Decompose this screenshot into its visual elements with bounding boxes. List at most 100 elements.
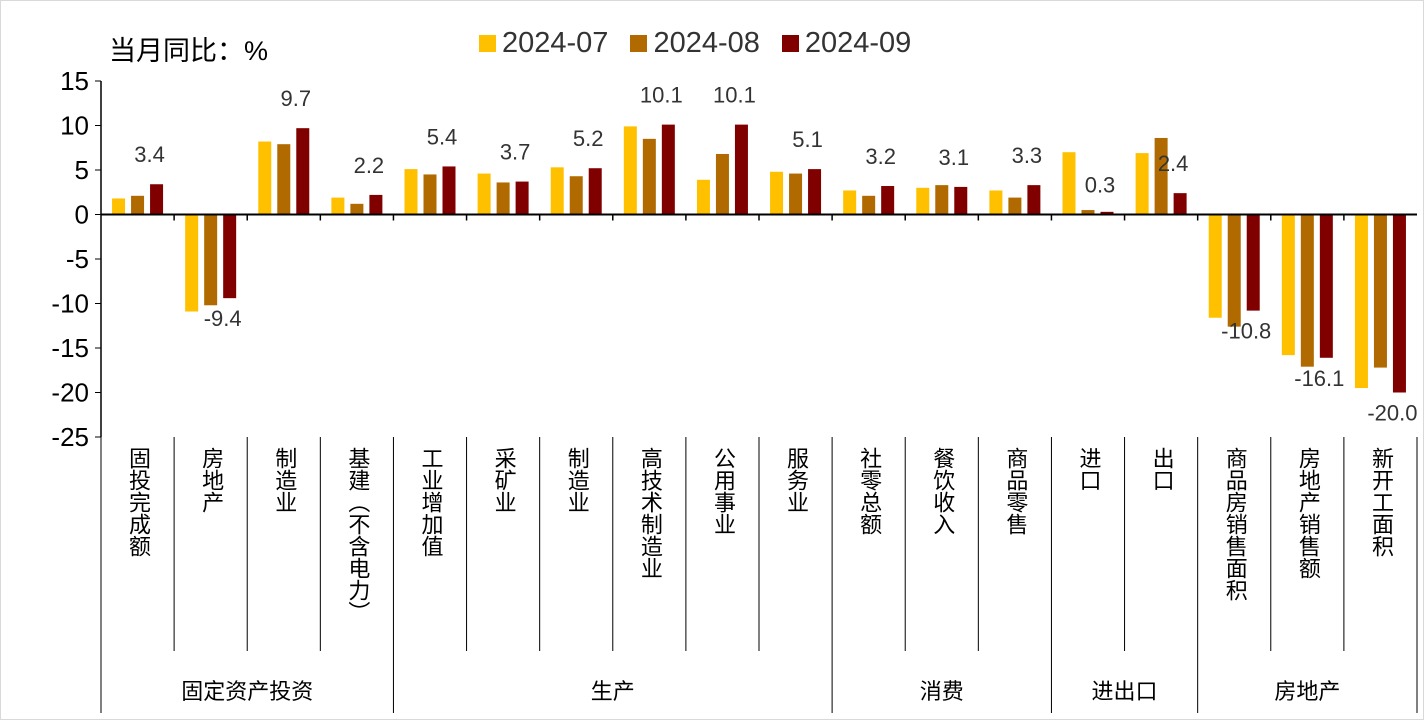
data-label: 10.1 bbox=[713, 83, 756, 108]
bar-2024-09-制造业 bbox=[296, 128, 310, 215]
category-label: 进口 bbox=[1076, 447, 1102, 491]
bar-2024-08-进口 bbox=[1081, 210, 1095, 215]
bar-2024-07-工业增加值 bbox=[404, 169, 418, 215]
bar-2024-09-进口 bbox=[1100, 211, 1114, 215]
bar-2024-07-社零总额 bbox=[843, 190, 857, 215]
data-label: 5.2 bbox=[573, 126, 604, 151]
category-label: 商品零售 bbox=[1002, 447, 1028, 535]
data-label: 3.2 bbox=[865, 144, 896, 169]
group-label: 进出口 bbox=[1092, 680, 1158, 705]
bar-2024-09-新开工面积 bbox=[1392, 214, 1406, 393]
bar-2024-09-服务业 bbox=[808, 169, 822, 215]
bar-2024-09-房地产销售额 bbox=[1319, 214, 1333, 358]
data-label: 2.2 bbox=[354, 153, 385, 178]
bar-2024-07-服务业 bbox=[770, 171, 784, 215]
bar-2024-08-商品零售 bbox=[1008, 197, 1022, 215]
bar-2024-09-社零总额 bbox=[881, 186, 895, 215]
category-label: 服务业 bbox=[783, 447, 809, 513]
legend-label: 2024-07 bbox=[502, 27, 609, 59]
data-label: 3.1 bbox=[938, 145, 969, 170]
y-tick-label: -15 bbox=[51, 333, 89, 363]
bar-2024-08-出口 bbox=[1154, 137, 1168, 215]
legend-swatch bbox=[781, 35, 799, 52]
bar-2024-08-社零总额 bbox=[862, 195, 876, 215]
y-tick-label: 15 bbox=[60, 66, 89, 96]
bar-2024-08-房地产 bbox=[204, 214, 218, 306]
bar-2024-07-制造业 bbox=[258, 141, 272, 215]
bar-2024-07-基建（不含电力） bbox=[331, 197, 345, 215]
data-label: 3.3 bbox=[1012, 143, 1043, 168]
category-label: 基建（不含电力） bbox=[344, 447, 370, 623]
bar-2024-07-出口 bbox=[1135, 153, 1149, 215]
category-label: 公用事业 bbox=[710, 447, 736, 535]
category-label: 制造业 bbox=[271, 447, 297, 513]
data-label: 3.4 bbox=[134, 142, 165, 167]
category-label: 新开工面积 bbox=[1368, 447, 1394, 557]
bar-2024-07-商品房销售面积 bbox=[1208, 214, 1222, 318]
bar-2024-08-制造业 bbox=[277, 144, 291, 215]
bar-2024-08-固投完成额 bbox=[131, 195, 145, 215]
y-tick-label: -10 bbox=[51, 289, 89, 319]
category-label: 高技术制造业 bbox=[637, 447, 663, 579]
legend-label: 2024-09 bbox=[804, 27, 912, 59]
legend-swatch bbox=[630, 35, 648, 52]
y-tick-label: 0 bbox=[75, 200, 89, 230]
category-label: 餐饮收入 bbox=[929, 447, 955, 535]
data-label: -10.8 bbox=[1221, 319, 1271, 344]
bar-2024-09-出口 bbox=[1173, 193, 1187, 215]
category-label: 出口 bbox=[1149, 447, 1174, 491]
bar-2024-08-工业增加值 bbox=[423, 174, 437, 215]
data-label: -16.1 bbox=[1294, 366, 1344, 391]
data-label: 9.7 bbox=[280, 86, 311, 111]
category-label: 商品房销售面积 bbox=[1222, 447, 1248, 601]
data-label: 2.4 bbox=[1158, 151, 1189, 176]
group-label: 房地产 bbox=[1274, 680, 1340, 705]
bar-2024-09-制造业 bbox=[588, 168, 602, 215]
bar-2024-07-进口 bbox=[1062, 152, 1076, 215]
bar-2024-08-公用事业 bbox=[715, 153, 729, 215]
category-label: 房地产 bbox=[198, 447, 224, 513]
bar-2024-09-固投完成额 bbox=[150, 184, 164, 215]
data-label: -20.0 bbox=[1367, 401, 1417, 426]
bar-2024-07-公用事业 bbox=[696, 179, 710, 215]
bar-2024-07-采矿业 bbox=[477, 173, 491, 215]
data-label: 5.1 bbox=[792, 127, 823, 152]
category-label: 采矿业 bbox=[491, 447, 517, 513]
bar-2024-08-服务业 bbox=[789, 173, 803, 215]
bar-2024-08-新开工面积 bbox=[1373, 214, 1387, 368]
bar-2024-08-采矿业 bbox=[496, 182, 510, 215]
legend-item-2024-07: 2024-07 bbox=[479, 27, 608, 60]
bar-2024-07-固投完成额 bbox=[112, 198, 126, 215]
y-tick-label: -5 bbox=[66, 244, 89, 274]
bar-2024-07-房地产 bbox=[185, 214, 199, 312]
bar-2024-09-餐饮收入 bbox=[954, 186, 968, 215]
bar-2024-09-房地产 bbox=[223, 214, 237, 299]
bar-2024-07-餐饮收入 bbox=[916, 187, 930, 215]
bar-2024-08-房地产销售额 bbox=[1300, 214, 1314, 367]
bar-2024-08-餐饮收入 bbox=[935, 185, 949, 215]
y-tick-label: -25 bbox=[51, 422, 89, 452]
bar-2024-09-基建（不含电力） bbox=[369, 194, 383, 215]
bar-2024-08-高技术制造业 bbox=[642, 138, 656, 215]
bar-2024-08-商品房销售面积 bbox=[1227, 214, 1241, 327]
category-label: 社零总额 bbox=[856, 447, 882, 535]
data-label: 0.3 bbox=[1085, 173, 1116, 198]
group-label: 固定资产投资 bbox=[181, 680, 313, 705]
bar-2024-07-房地产销售额 bbox=[1281, 214, 1295, 356]
data-label: 5.4 bbox=[427, 124, 458, 149]
category-label: 固投完成额 bbox=[125, 447, 151, 557]
group-label: 生产 bbox=[591, 680, 635, 705]
bar-2024-07-商品零售 bbox=[989, 190, 1003, 215]
bar-2024-08-基建（不含电力） bbox=[350, 203, 364, 215]
bar-2024-09-高技术制造业 bbox=[661, 124, 675, 215]
bar-2024-09-商品房销售面积 bbox=[1246, 214, 1260, 311]
category-label: 制造业 bbox=[564, 447, 590, 513]
bar-2024-07-制造业 bbox=[550, 167, 564, 215]
bar-2024-07-新开工面积 bbox=[1354, 214, 1368, 389]
legend-item-2024-09: 2024-09 bbox=[781, 27, 912, 60]
group-label: 消费 bbox=[920, 680, 964, 705]
legend-swatch bbox=[479, 35, 496, 52]
bar-2024-09-采矿业 bbox=[515, 181, 529, 215]
